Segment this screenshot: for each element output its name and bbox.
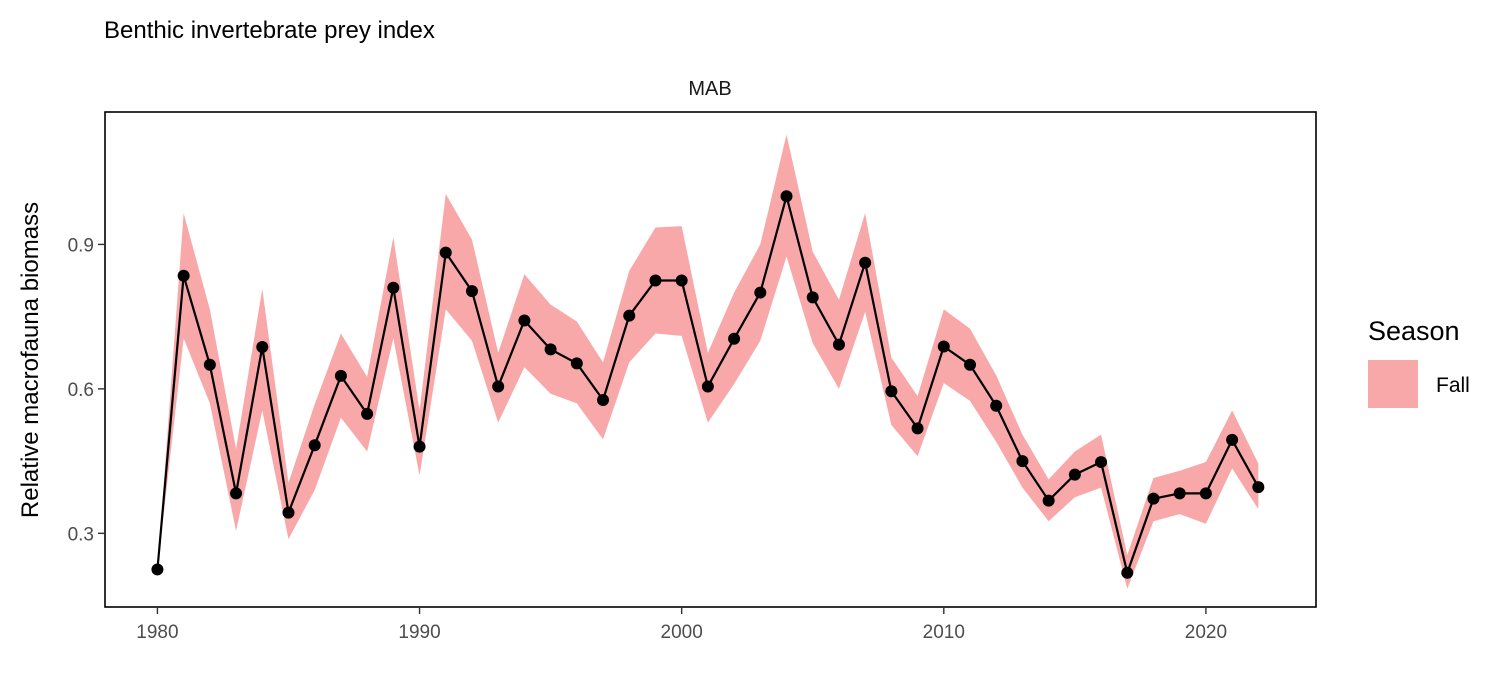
x-tick-label: 2000 (661, 622, 703, 643)
data-point (1016, 455, 1029, 468)
data-point (964, 358, 976, 371)
data-point (1226, 433, 1239, 446)
x-tick-label: 2020 (1185, 622, 1227, 643)
confidence-ribbon (157, 134, 1259, 589)
data-point (1199, 487, 1212, 500)
panel-border (104, 111, 1317, 608)
y-axis-title: Relative macrofauna biomass (17, 202, 44, 518)
data-point (387, 281, 400, 294)
data-point (544, 343, 557, 356)
data-point (806, 291, 819, 304)
y-tick-label: 0.6 (68, 380, 94, 401)
data-point (649, 274, 662, 287)
data-point (518, 314, 531, 327)
data-point (282, 506, 295, 519)
data-point (701, 380, 714, 393)
data-point (361, 407, 374, 420)
data-point (623, 309, 636, 322)
data-points (151, 190, 1265, 579)
data-point (1095, 456, 1108, 469)
data-point (177, 269, 190, 282)
data-point (1252, 481, 1265, 494)
x-axis: 1980 1990 2000 2010 2020 (136, 607, 1227, 643)
y-tick-label: 0.3 (68, 524, 94, 545)
data-point (465, 285, 478, 298)
data-point (675, 274, 688, 287)
y-axis: 0.3 0.6 0.9 (68, 235, 105, 545)
data-point (754, 286, 767, 299)
data-point (597, 393, 610, 406)
data-point (413, 440, 426, 453)
data-point (728, 332, 741, 345)
chart-title: Benthic invertebrate prey index (104, 17, 435, 44)
x-tick-label: 1990 (398, 622, 440, 643)
legend-title: Season (1368, 316, 1460, 346)
data-point (780, 190, 793, 203)
data-point (570, 357, 583, 370)
data-point (1042, 494, 1055, 507)
data-point (256, 340, 269, 353)
data-point (937, 340, 950, 353)
y-tick-label: 0.9 (68, 235, 94, 256)
data-point (911, 422, 924, 435)
data-point (859, 256, 872, 269)
data-point (990, 399, 1003, 412)
legend-label-fall: Fall (1436, 374, 1470, 397)
data-point (151, 563, 164, 576)
legend-key-fall (1368, 360, 1418, 408)
data-point (885, 385, 898, 398)
data-point (1147, 492, 1160, 505)
legend: Season Fall (1368, 316, 1470, 408)
data-point (832, 338, 845, 351)
data-point (203, 358, 216, 371)
facet-label: MAB (688, 78, 731, 100)
x-tick-label: 1980 (136, 622, 178, 643)
data-point (1173, 487, 1186, 500)
data-point (308, 439, 321, 452)
plot-area (151, 134, 1265, 589)
x-tick-label: 2010 (923, 622, 965, 643)
data-point (492, 380, 505, 393)
data-point (1121, 566, 1134, 579)
data-point (439, 246, 452, 259)
data-point (1068, 468, 1081, 481)
data-point (230, 487, 243, 500)
data-point (334, 369, 347, 382)
